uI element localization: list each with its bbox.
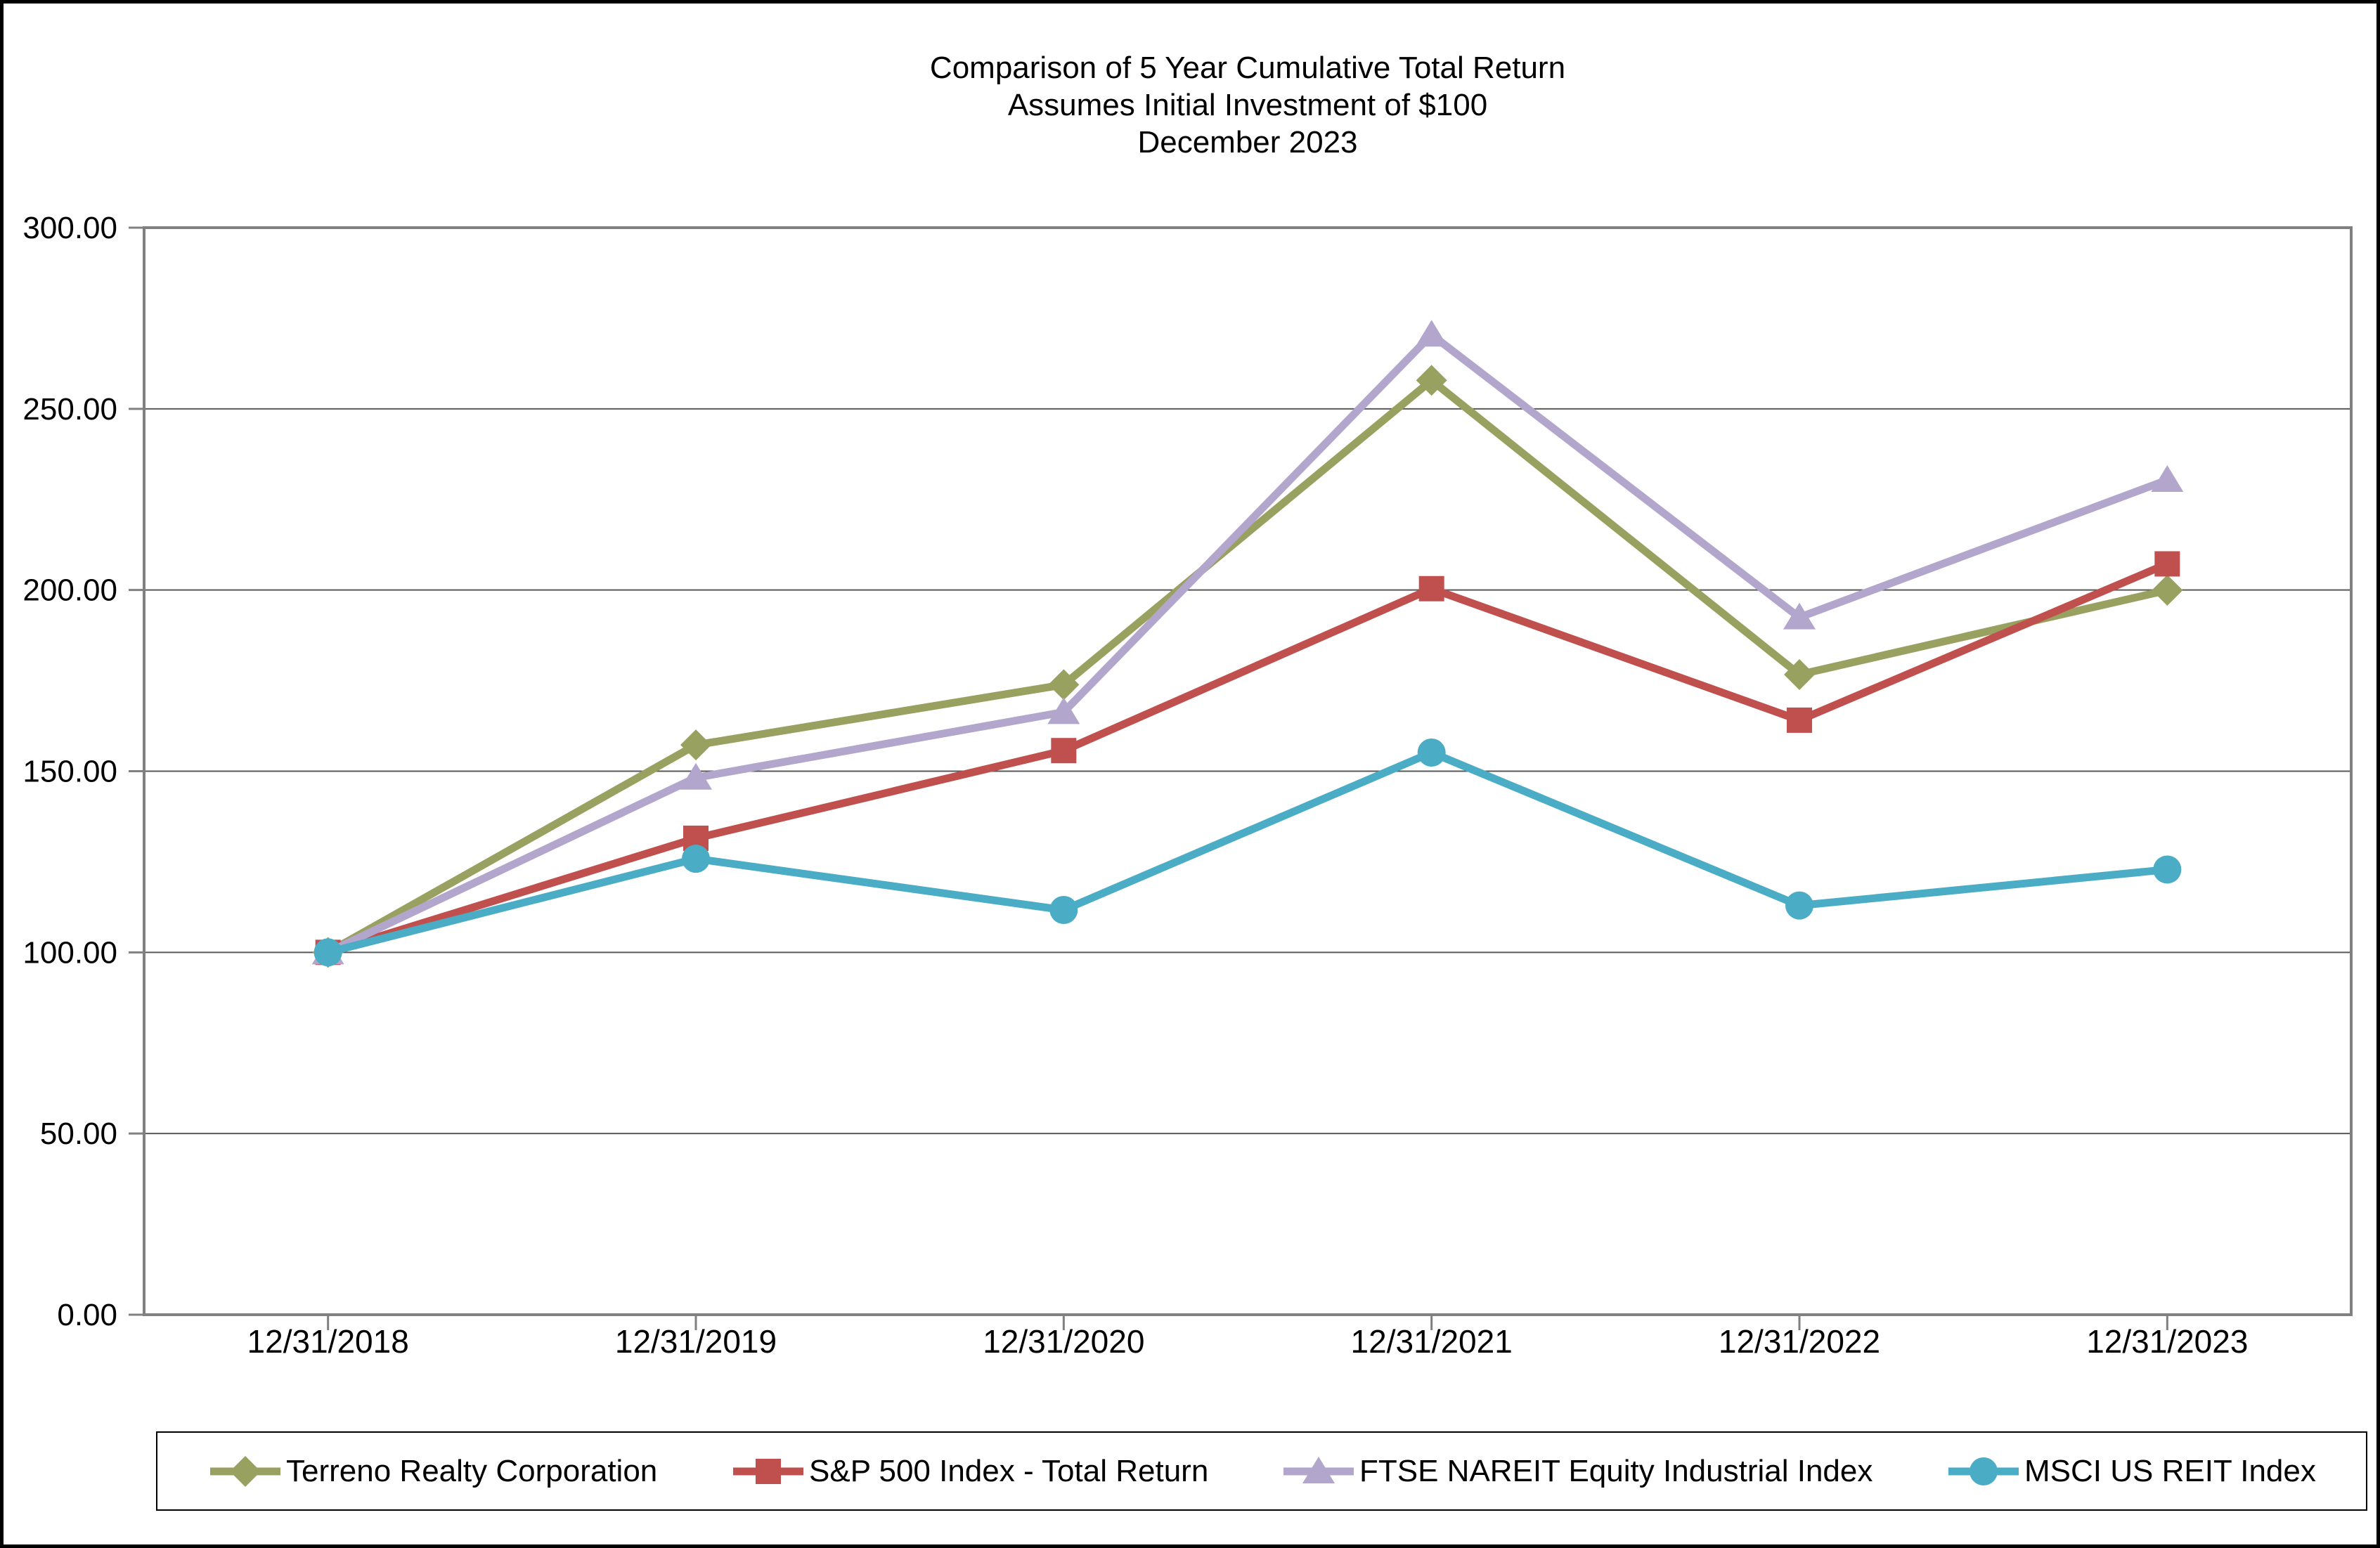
series-line-2: [324, 330, 2171, 956]
square-marker-icon: [733, 1458, 803, 1484]
legend: Terreno Realty Corporation S&P 500 Index…: [156, 1431, 2367, 1511]
y-axis-tick-label: 100.00: [22, 935, 117, 970]
diamond-marker: [2152, 574, 2183, 606]
x-axis-tick-label: 12/31/2020: [983, 1323, 1144, 1360]
circle-marker: [2153, 855, 2182, 884]
circle-marker: [313, 938, 342, 967]
triangle-marker: [1783, 602, 1816, 630]
circle-marker: [682, 845, 710, 873]
diamond-marker: [1048, 669, 1080, 701]
chart-title: Comparison of 5 Year Cumulative Total Re…: [144, 49, 2351, 161]
series-line-3: [324, 748, 2171, 956]
legend-item-ftse-nareit: FTSE NAREIT Equity Industrial Index: [1282, 1433, 1873, 1509]
x-axis-tick-label: 12/31/2023: [2086, 1323, 2248, 1360]
title-line-1: Comparison of 5 Year Cumulative Total Re…: [929, 51, 1566, 85]
y-axis-tick-label: 200.00: [22, 573, 117, 608]
title-line-3: December 2023: [1137, 125, 1358, 160]
x-axis-tick-label: 12/31/2018: [247, 1323, 409, 1360]
legend-label: FTSE NAREIT Equity Industrial Index: [1359, 1453, 1873, 1488]
legend-item-msci-reit: MSCI US REIT Index: [1947, 1433, 2316, 1509]
series-line-1: [324, 559, 2171, 956]
circle-marker: [1049, 896, 1078, 925]
diamond-marker: [1416, 365, 1447, 396]
y-axis-tick-label: 250.00: [22, 392, 117, 427]
triangle-marker: [2151, 465, 2184, 493]
square-marker: [1051, 738, 1077, 764]
series-line-0: [324, 376, 2171, 956]
circle-marker: [1417, 738, 1446, 767]
triangle-marker: [1047, 697, 1080, 724]
title-line-2: Assumes Initial Investment of $100: [1007, 88, 1488, 122]
legend-label: Terreno Realty Corporation: [286, 1453, 658, 1488]
square-marker: [2154, 551, 2180, 577]
diamond-marker: [1784, 658, 1815, 690]
circle-marker: [1785, 891, 1813, 920]
triangle-marker: [1415, 320, 1448, 347]
circle-marker-icon: [1948, 1457, 2019, 1485]
x-axis-tick-label: 12/31/2022: [1719, 1323, 1880, 1360]
y-axis-tick-label: 50.00: [40, 1117, 117, 1151]
legend-item-terreno: Terreno Realty Corporation: [209, 1433, 657, 1509]
triangle-marker: [680, 762, 712, 790]
y-axis-tick-label: 300.00: [22, 211, 117, 245]
diamond-marker-icon: [210, 1455, 280, 1487]
triangle-marker-icon: [1283, 1456, 1354, 1483]
legend-label: MSCI US REIT Index: [2024, 1453, 2316, 1488]
legend-item-sp500: S&P 500 Index - Total Return: [732, 1433, 1208, 1509]
diamond-marker: [680, 729, 711, 761]
square-marker: [1418, 575, 1444, 601]
square-marker: [1787, 707, 1812, 733]
y-axis-tick-label: 0.00: [57, 1298, 117, 1332]
x-axis-tick-label: 12/31/2021: [1351, 1323, 1513, 1360]
y-axis-tick-label: 150.00: [22, 755, 117, 789]
legend-label: S&P 500 Index - Total Return: [809, 1453, 1209, 1488]
x-axis-tick-label: 12/31/2019: [615, 1323, 777, 1360]
